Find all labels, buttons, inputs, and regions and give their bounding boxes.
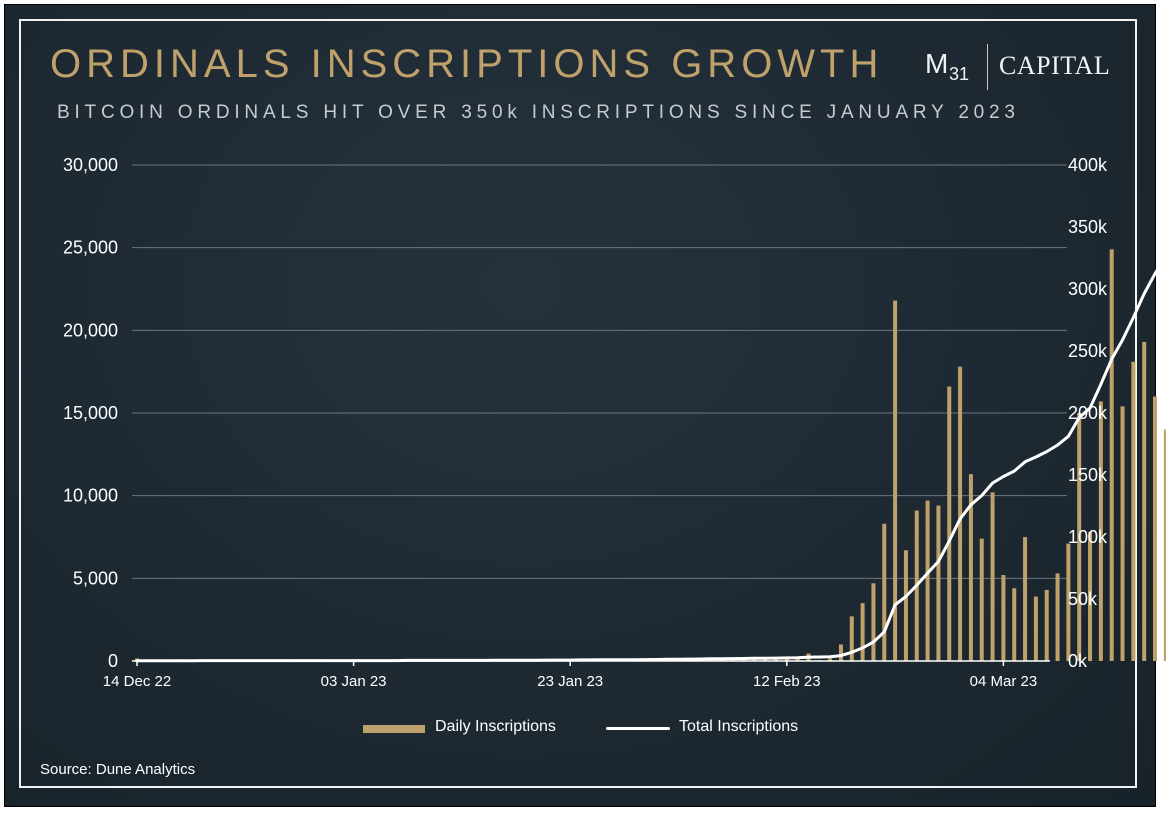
bar <box>1001 575 1006 661</box>
y-right-tick-label: 350k <box>1068 217 1108 237</box>
x-tick-label: 03 Jan 23 <box>321 673 387 690</box>
legend-swatch-line <box>606 727 670 730</box>
grid-lines <box>132 164 1067 579</box>
legend-label-total: Total Inscriptions <box>679 718 799 735</box>
y-left-tick-label: 10,000 <box>63 486 118 506</box>
bar <box>730 659 735 661</box>
bar <box>795 657 800 661</box>
x-tick-label: 23 Jan 23 <box>537 673 603 690</box>
bar <box>958 366 963 661</box>
bar <box>1088 532 1093 661</box>
chart-inner-border <box>19 19 1137 788</box>
bar <box>849 616 854 661</box>
bar <box>1109 249 1114 661</box>
logo-mark: M <box>925 48 949 79</box>
bar <box>752 659 757 661</box>
logo-divider <box>987 44 988 90</box>
bar <box>1142 341 1147 661</box>
bar <box>860 603 865 661</box>
bar <box>1153 396 1158 661</box>
bar <box>741 659 746 661</box>
legend-label-daily: Daily Inscriptions <box>435 718 556 735</box>
bar <box>763 659 768 661</box>
bar <box>773 659 778 661</box>
axes <box>132 660 1050 666</box>
bar <box>784 658 789 661</box>
bar <box>903 550 908 661</box>
total-inscriptions-line <box>135 252 1166 663</box>
y-right-tick-label: 300k <box>1068 279 1108 299</box>
bar <box>947 386 952 661</box>
bar <box>1055 573 1060 661</box>
bar <box>838 644 843 661</box>
chart-frame <box>4 4 1156 807</box>
bar <box>893 300 898 661</box>
bar <box>1012 588 1017 661</box>
bar <box>882 523 887 661</box>
bar <box>925 500 930 661</box>
y-right-tick-label: 200k <box>1068 403 1108 423</box>
bar <box>1033 596 1038 661</box>
y-left-tick-label: 30,000 <box>63 155 118 175</box>
chart-title: ORDINALS INSCRIPTIONS GROWTH <box>50 42 884 86</box>
y-left-tick-label: 15,000 <box>63 403 118 423</box>
bar <box>871 583 876 661</box>
y-right-tick-label: 0k <box>1068 651 1088 671</box>
bar <box>1077 413 1082 661</box>
source-note: Source: Dune Analytics <box>40 761 196 778</box>
bar <box>1120 406 1125 661</box>
y-right-tick-label: 250k <box>1068 341 1108 361</box>
y-right-tick-label: 50k <box>1068 589 1098 609</box>
legend-swatch-bar <box>363 725 425 733</box>
y-left-tick-label: 0 <box>108 651 118 671</box>
x-tick-label: 14 Dec 22 <box>103 673 171 690</box>
chart-subtitle: BITCOIN ORDINALS HIT OVER 350k INSCRIPTI… <box>57 102 1020 123</box>
bar <box>1044 589 1049 661</box>
tick-labels: 0 5,000 10,000 15,000 20,000 25,000 30,000 0k 50… <box>63 155 1108 690</box>
bar <box>936 505 941 661</box>
bar <box>979 538 984 661</box>
bar <box>828 658 833 661</box>
bar <box>1131 361 1136 661</box>
bar <box>1066 543 1071 661</box>
y-right-tick-label: 150k <box>1068 465 1108 485</box>
logo-name: CAPITAL <box>999 51 1111 80</box>
bar <box>1163 429 1166 661</box>
bar <box>1023 537 1028 661</box>
bar <box>990 492 995 661</box>
logo-mark-subscript: 31 <box>949 64 970 84</box>
x-tick-label: 04 Mar 23 <box>970 673 1038 690</box>
x-tick-label: 12 Feb 23 <box>753 673 821 690</box>
y-right-tick-label: 100k <box>1068 527 1108 547</box>
bar <box>968 474 973 661</box>
y-left-tick-label: 20,000 <box>63 320 118 340</box>
daily-inscriptions-bars <box>135 249 1166 661</box>
bar <box>1098 401 1103 661</box>
y-left-tick-label: 25,000 <box>63 238 118 258</box>
y-left-tick-label: 5,000 <box>73 568 118 588</box>
total-inscriptions-polyline <box>135 252 1166 663</box>
y-right-tick-label: 400k <box>1068 155 1108 175</box>
